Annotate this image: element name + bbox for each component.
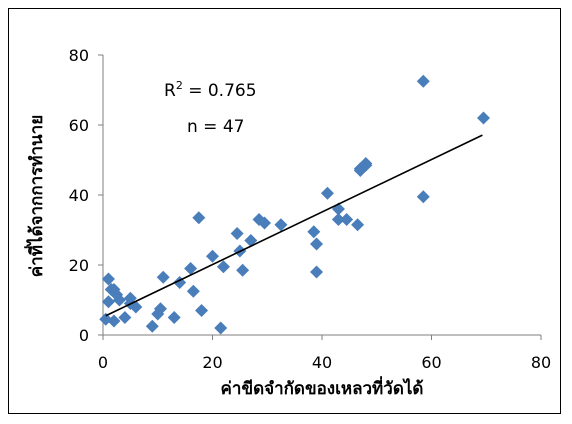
data-point [236, 264, 249, 277]
data-point [214, 322, 227, 335]
sample-size-annotation: n = 47 [187, 117, 244, 137]
data-point [157, 271, 170, 284]
data-point [187, 285, 200, 298]
data-point [477, 112, 490, 125]
y-ticks: 0 20 40 60 80 [69, 46, 103, 345]
x-tick-label: 40 [312, 353, 332, 372]
data-point [192, 211, 205, 224]
y-axis-title: ค่าที่ได้จากการทำนาย [24, 115, 47, 277]
data-point [321, 187, 334, 200]
data-point [244, 234, 257, 247]
data-point [307, 225, 320, 238]
r-squared-annotation: R2 = 0.765 [164, 79, 257, 101]
x-tick-label: 80 [531, 353, 551, 372]
x-tick-label: 0 [98, 353, 108, 372]
data-points [99, 75, 490, 335]
data-point [206, 250, 219, 263]
trendline [106, 135, 483, 316]
data-point [231, 227, 244, 240]
data-point [146, 320, 159, 333]
data-point [102, 273, 115, 286]
data-point [417, 190, 430, 203]
data-point [118, 311, 131, 324]
data-point [310, 266, 323, 279]
data-point [195, 304, 208, 317]
data-point [351, 218, 364, 231]
y-tick-label: 0 [79, 326, 89, 345]
y-tick-label: 40 [69, 186, 89, 205]
data-point [168, 311, 181, 324]
x-axis-title: ค่าขีดจำกัดของเหลวที่วัดได้ [221, 376, 424, 399]
y-tick-label: 60 [69, 116, 89, 135]
y-tick-label: 20 [69, 256, 89, 275]
data-point [310, 238, 323, 251]
x-tick-label: 60 [421, 353, 441, 372]
y-tick-label: 80 [69, 46, 89, 65]
data-point [340, 213, 353, 226]
data-point [417, 75, 430, 88]
x-tick-label: 20 [202, 353, 222, 372]
x-ticks: 0 20 40 60 80 [98, 335, 551, 372]
